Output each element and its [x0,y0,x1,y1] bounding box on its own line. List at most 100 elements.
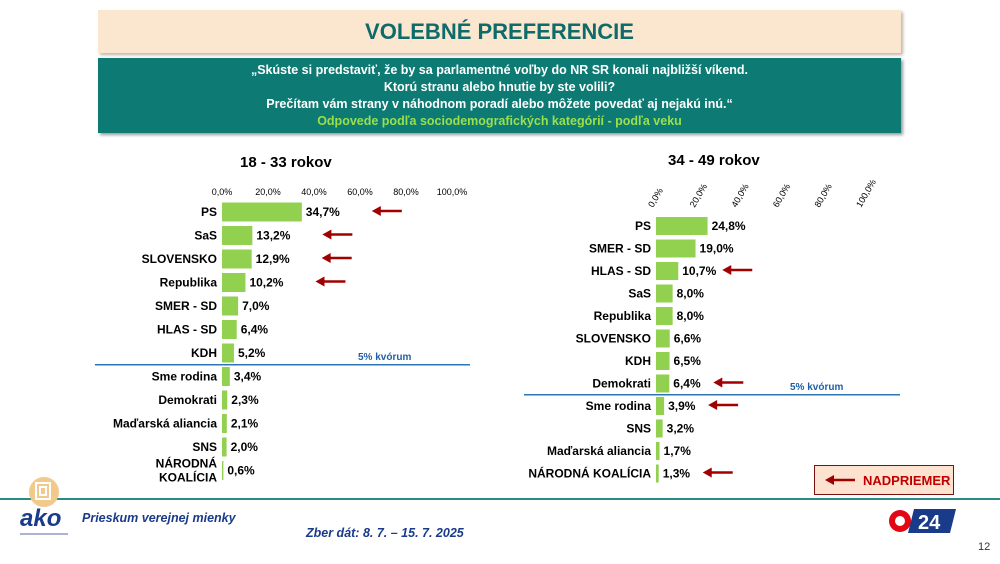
axis-tick-label: 100,0% [854,178,878,209]
category-label: HLAS - SD [157,323,217,337]
bar [656,464,659,483]
category-label: SNS [192,440,217,454]
bar [222,414,227,433]
category-label: SMER - SD [589,242,651,256]
value-label: 6,4% [673,377,701,391]
value-label: 10,2% [249,276,283,290]
value-label: 12,9% [256,252,290,266]
ako-logo-icon: ako [14,474,76,546]
axis-tick-label: 40,0% [301,187,327,197]
title-banner: VOLEBNÉ PREFERENCIE [98,10,901,53]
value-label: 2,3% [231,393,259,407]
page-number: 12 [978,541,991,553]
date-label: Zber dát: 8. 7. – 15. 7. 2025 [306,526,464,540]
chart-2-title: 34 - 49 rokov [668,152,760,169]
value-label: 5,2% [238,346,266,360]
category-label: Sme rodina [152,370,218,384]
value-label: 2,1% [231,417,259,431]
value-label: 3,9% [668,399,696,413]
value-label: 10,7% [682,264,716,278]
chart-age-34-49: 0,0% 20,0% 40,0% 60,0% 80,0% 100,0% PS 24,8% SME… [524,178,900,483]
category-label: SLOVENSKO [142,252,217,266]
bar [656,352,670,370]
threshold-label: 5% kvórum [358,352,411,363]
question-line-3: Prečítam vám strany v náhodnom poradí al… [266,97,733,111]
category-label: SMER - SD [155,299,217,313]
axis-tick-label: 20,0% [255,187,281,197]
threshold-label: 5% kvórum [790,382,843,393]
above-average-arrow-icon [713,377,744,388]
chart-age-18-33: 0,0% 20,0% 40,0% 60,0% 80,0% 100,0% PS 34,7% SaS… [95,187,470,485]
value-label: 13,2% [256,229,290,243]
bar [222,273,246,292]
category-label: Republika [160,276,218,290]
category-label: HLAS - SD [591,264,651,278]
above-average-arrow-icon [708,400,739,410]
bar [222,390,228,410]
value-label: 24,8% [712,219,746,233]
bar [656,239,696,258]
value-label: 3,4% [234,370,262,384]
value-label: 8,0% [677,287,705,301]
page-title: VOLEBNÉ PREFERENCIE [365,19,634,44]
category-label: PS [635,219,651,233]
question-line-2: Ktorú stranu alebo hnutie by ste volili? [383,80,616,94]
axis-tick-label: 80,0% [393,187,419,197]
legend-box: NADPRIEMER [814,465,954,495]
question-subtitle: Odpovede podľa sociodemografických kateg… [317,114,682,128]
category-label: NÁRODNÁ KOALÍCIA [156,456,218,485]
category-label: SNS [626,422,651,436]
bar [222,437,227,457]
category-label: Maďarská aliancia [547,444,651,458]
bar [656,262,679,280]
category-label: Maďarská aliancia [113,417,217,431]
bar [222,320,237,339]
bar [656,217,708,235]
bar [656,442,660,460]
above-average-arrow-icon [371,206,402,216]
above-average-arrow-icon [315,276,346,287]
legend-label: NADPRIEMER [863,473,951,488]
category-label: NÁRODNÁ KOALÍCIA [528,466,651,481]
legend-arrow-icon [825,475,855,485]
survey-label: Prieskum verejnej mienky [82,511,236,525]
axis-tick-label: 100,0% [437,187,468,197]
category-label: Sme rodina [586,399,652,413]
bar [656,374,670,393]
bar [222,343,234,363]
bar [222,296,239,316]
chart-1-title: 18 - 33 rokov [240,154,332,171]
bar [656,329,670,348]
bar [656,307,673,325]
axis-tick-label: 80,0% [812,182,833,209]
value-label: 8,0% [677,309,705,323]
value-label: 19,0% [700,242,734,256]
category-label: SLOVENSKO [576,332,651,346]
bar [656,419,663,438]
axis-tick-label: 0,0% [212,187,233,197]
axis-tick-label: 60,0% [771,182,792,209]
axis-tick-label: 60,0% [347,187,373,197]
above-average-arrow-icon [702,467,733,478]
value-label: 1,3% [663,467,691,481]
category-label: Demokrati [158,393,217,407]
above-average-arrow-icon [321,253,352,263]
value-label: 6,5% [674,354,702,368]
value-label: 6,4% [241,323,269,337]
category-label: KDH [191,346,217,360]
axis-tick-label: 40,0% [729,182,750,209]
bar [222,226,253,245]
bar [656,397,665,415]
svg-text:24: 24 [918,512,941,534]
category-label: Republika [594,309,652,323]
tv24-logo-icon: 24 [886,507,958,535]
bar [222,367,230,386]
category-label: KDH [625,354,651,368]
value-label: 2,0% [231,440,259,454]
bar [222,249,252,269]
category-label: PS [201,205,217,219]
value-label: 0,6% [227,464,255,478]
question-box: „Skúste si predstaviť, že by sa parlamen… [98,58,901,133]
svg-text:ako: ako [20,505,61,532]
category-label: SaS [628,287,651,301]
